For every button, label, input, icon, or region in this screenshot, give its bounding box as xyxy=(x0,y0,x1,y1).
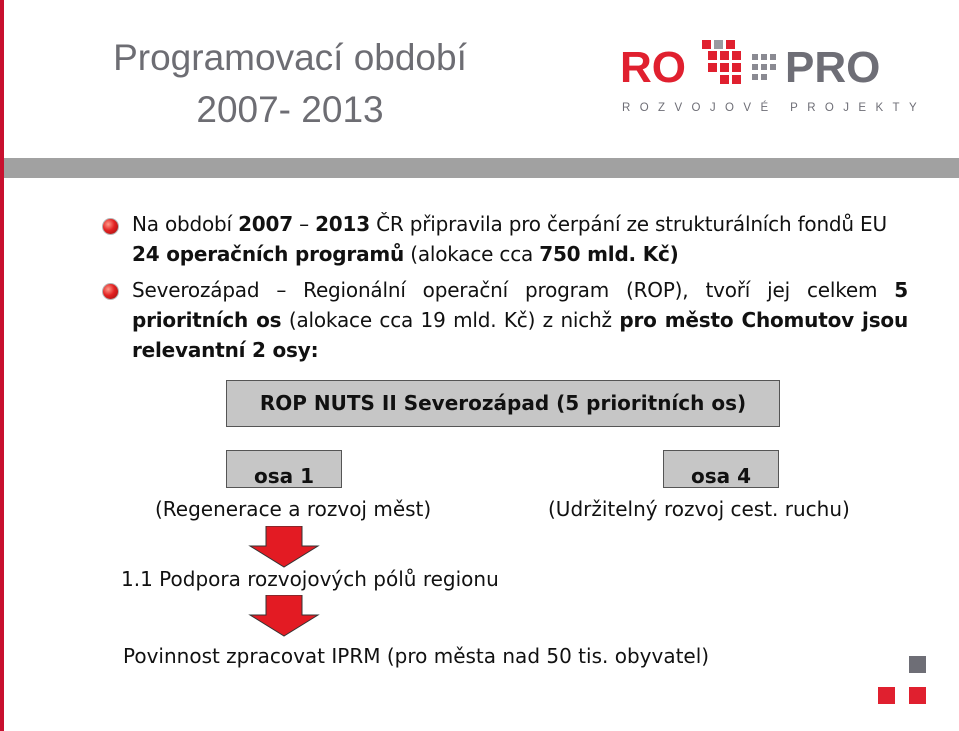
ro-pro-logo: RO PRO ROZVOJOVÉ PROJEKTY xyxy=(620,40,925,114)
slide-title: Programovací období 2007- 2013 xyxy=(70,32,510,136)
obligation-text: Povinnost zpracovat IPRM (pro města nad … xyxy=(123,644,710,668)
logo-dots-icon xyxy=(752,54,776,80)
rop-box: ROP NUTS II Severozápad (5 prioritních o… xyxy=(226,380,780,427)
title-line-1: Programovací období xyxy=(113,37,467,78)
logo-right-word: PRO xyxy=(785,43,880,92)
corner-square-decoration xyxy=(878,687,895,704)
down-arrow-icon xyxy=(248,595,320,637)
bullet-item-2: Severozápad – Regionální operační progra… xyxy=(132,278,908,362)
bullet-icon xyxy=(102,218,119,235)
axis-1-description: (Regenerace a rozvoj měst) xyxy=(155,497,432,521)
axis-1-box: osa 1 xyxy=(226,450,342,488)
bullet-icon xyxy=(102,283,119,300)
corner-square-decoration xyxy=(909,687,926,704)
title-line-2: 2007- 2013 xyxy=(196,89,384,130)
axis-4-box: osa 4 xyxy=(663,450,779,488)
header-divider-band xyxy=(4,158,959,178)
logo-grid-icon xyxy=(702,40,741,84)
corner-square-decoration xyxy=(909,656,926,673)
axis-4-description: (Udržitelný rozvoj cest. ruchu) xyxy=(548,497,850,521)
left-accent-bar xyxy=(0,0,4,731)
logo-left-word: RO xyxy=(620,43,686,92)
down-arrow-icon xyxy=(248,526,320,568)
logo-tagline: ROZVOJOVÉ PROJEKTY xyxy=(622,101,925,114)
bullet-item-1: Na období 2007 – 2013 ČR připravila pro … xyxy=(132,212,887,266)
subpriority-text: 1.1 Podpora rozvojových pólů regionu xyxy=(121,567,499,591)
